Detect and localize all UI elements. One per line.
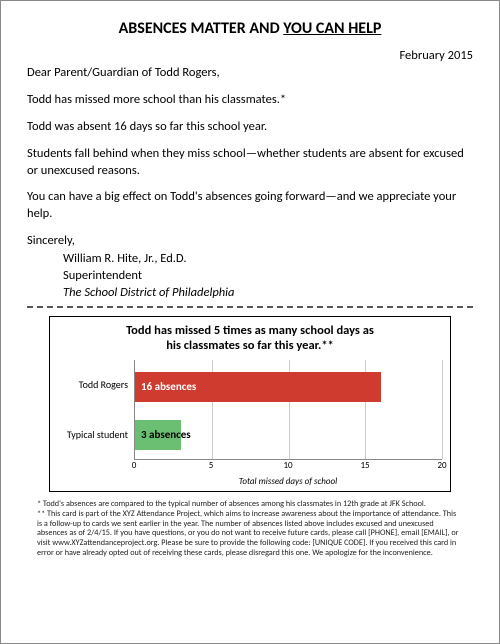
paragraph-2: Todd was absent 16 days so far this scho…	[27, 119, 473, 136]
signature-block: William R. Hite, Jr., Ed.D. Superintende…	[27, 251, 473, 302]
chart-title-line2: his classmates so far this year.**	[166, 338, 334, 353]
xtick-5: 5	[209, 460, 214, 471]
page-title: ABSENCES MATTER AND YOU CAN HELP	[27, 19, 473, 38]
absence-chart: Todd has missed 5 times as many school d…	[49, 316, 451, 492]
chart-plot-area: Todd Rogers Typical student 16 absences …	[58, 360, 442, 460]
footnote-2: ** This card is part of the XYZ Attendan…	[37, 510, 463, 559]
chart-title-line1: Todd has missed 5 times as many school d…	[126, 323, 374, 338]
chart-x-axis: 0 5 10 15 20	[134, 460, 442, 474]
gridline-20	[442, 360, 443, 459]
footnotes: * Todd's absences are compared to the ty…	[37, 500, 463, 559]
xtick-10: 10	[283, 460, 292, 471]
ylabel-1: Typical student	[58, 410, 128, 460]
chart-x-label: Total missed days of school	[134, 476, 442, 487]
paragraph-4: You can have a big effect on Todd's abse…	[27, 189, 473, 223]
xtick-20: 20	[437, 460, 446, 471]
paragraph-1: Todd has missed more school than his cla…	[27, 92, 473, 109]
letter-page: ABSENCES MATTER AND YOU CAN HELP Februar…	[1, 1, 499, 567]
chart-plot: 16 absences 3 absences	[134, 360, 442, 460]
paragraph-3: Students fall behind when they miss scho…	[27, 146, 473, 180]
closing: Sincerely,	[27, 233, 473, 250]
title-underlined: YOU CAN HELP	[283, 19, 381, 38]
signature-name: William R. Hite, Jr., Ed.D.	[63, 251, 473, 268]
chart-y-labels: Todd Rogers Typical student	[58, 360, 134, 460]
bar-typical: 3 absences	[135, 420, 181, 450]
signature-org: The School District of Philadelphia	[63, 285, 473, 302]
xtick-0: 0	[132, 460, 137, 471]
letter-date: February 2015	[27, 48, 473, 63]
chart-title: Todd has missed 5 times as many school d…	[58, 323, 442, 354]
bar-typical-label: 3 absences	[141, 428, 191, 441]
salutation: Dear Parent/Guardian of Todd Rogers,	[27, 65, 473, 82]
bar-todd: 16 absences	[135, 372, 381, 402]
title-prefix: ABSENCES MATTER AND	[119, 19, 284, 38]
bar-todd-label: 16 absences	[141, 380, 196, 393]
ylabel-0: Todd Rogers	[58, 360, 128, 410]
xtick-15: 15	[360, 460, 369, 471]
signature-title: Superintendent	[63, 268, 473, 285]
dashed-divider	[27, 306, 473, 308]
